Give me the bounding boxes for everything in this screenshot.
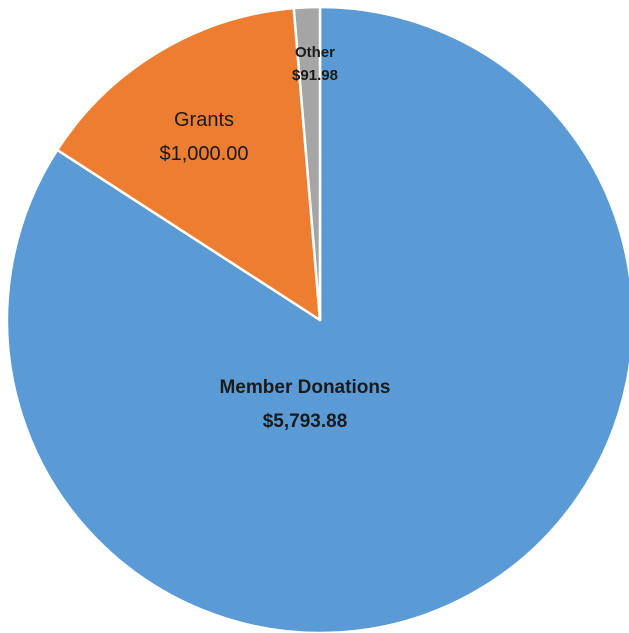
slice-value-other: $91.98 [292,67,338,84]
pie-slices [5,5,629,633]
slice-label-grants: Grants [174,109,234,131]
slice-label-member-donations: Member Donations [219,377,390,398]
slice-label-other: Other [295,44,335,61]
slice-value-member-donations: $5,793.88 [263,411,348,432]
pie-slice-other [292,5,322,322]
pie-labels: Member Donations $5,793.88 Grants $1,000.00… [160,44,391,432]
pie-slice-grants [55,6,322,322]
slice-value-grants: $1,000.00 [160,143,249,165]
